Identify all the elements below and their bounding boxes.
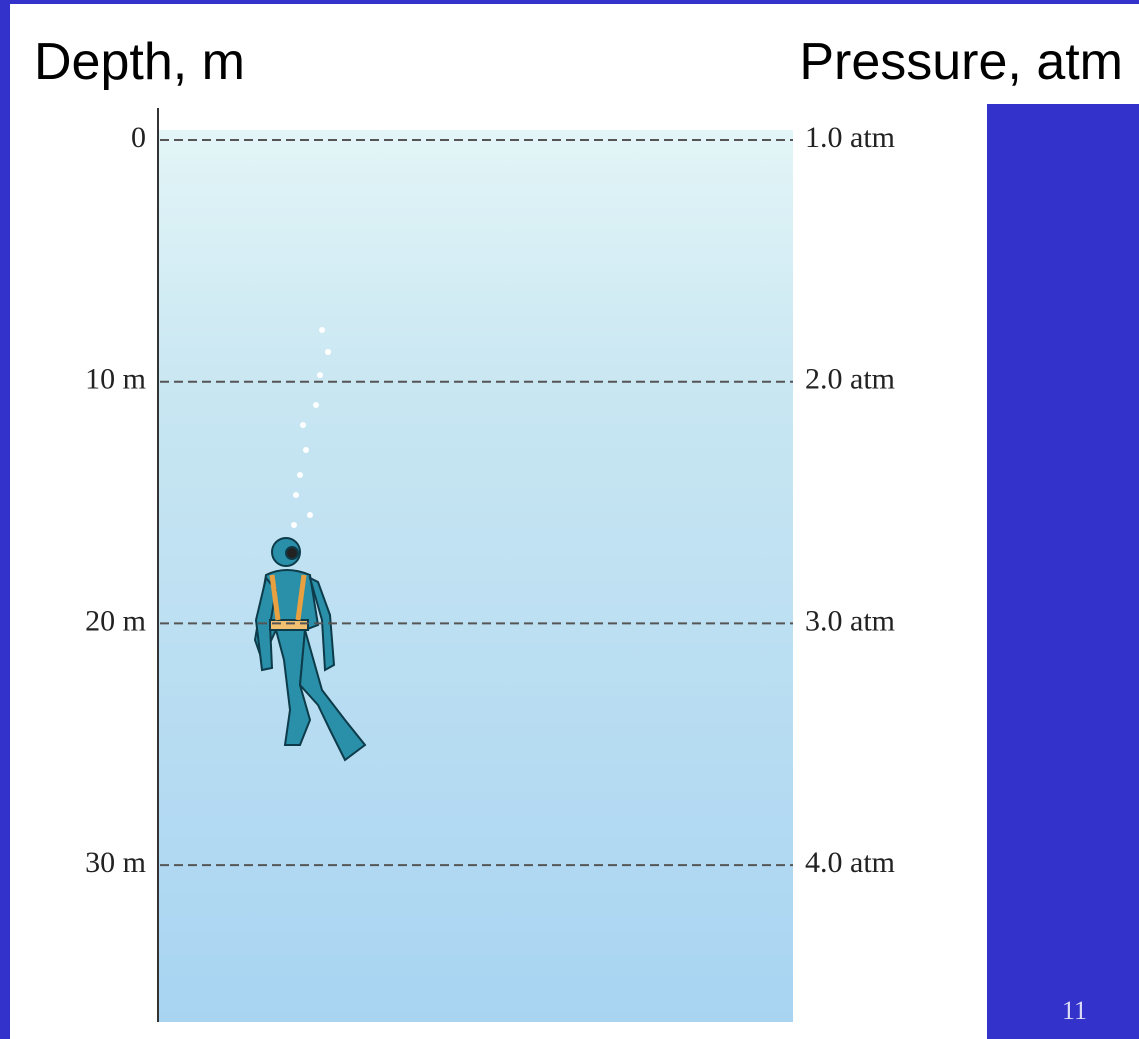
pressure-label: 2.0 atm — [805, 363, 895, 396]
pressure-label: 3.0 atm — [805, 604, 895, 637]
pressure-label: 1.0 atm — [805, 121, 895, 154]
pressure-label: 4.0 atm — [805, 846, 895, 879]
slide: {"header": {"left": "Depth, m", "right":… — [0, 0, 1139, 1039]
depth-label: 0 — [131, 121, 146, 154]
depth-label: 20 m — [85, 604, 146, 637]
depth-label: 30 m — [85, 846, 146, 879]
depth-label: 10 m — [85, 363, 146, 396]
slide-number: 11 — [1062, 996, 1087, 1026]
water — [158, 130, 793, 1022]
diagram: 0 1.0 atm 10 m 2.0 atm 20 m 3.0 atm 30 m 4.0 at… — [0, 0, 987, 1039]
